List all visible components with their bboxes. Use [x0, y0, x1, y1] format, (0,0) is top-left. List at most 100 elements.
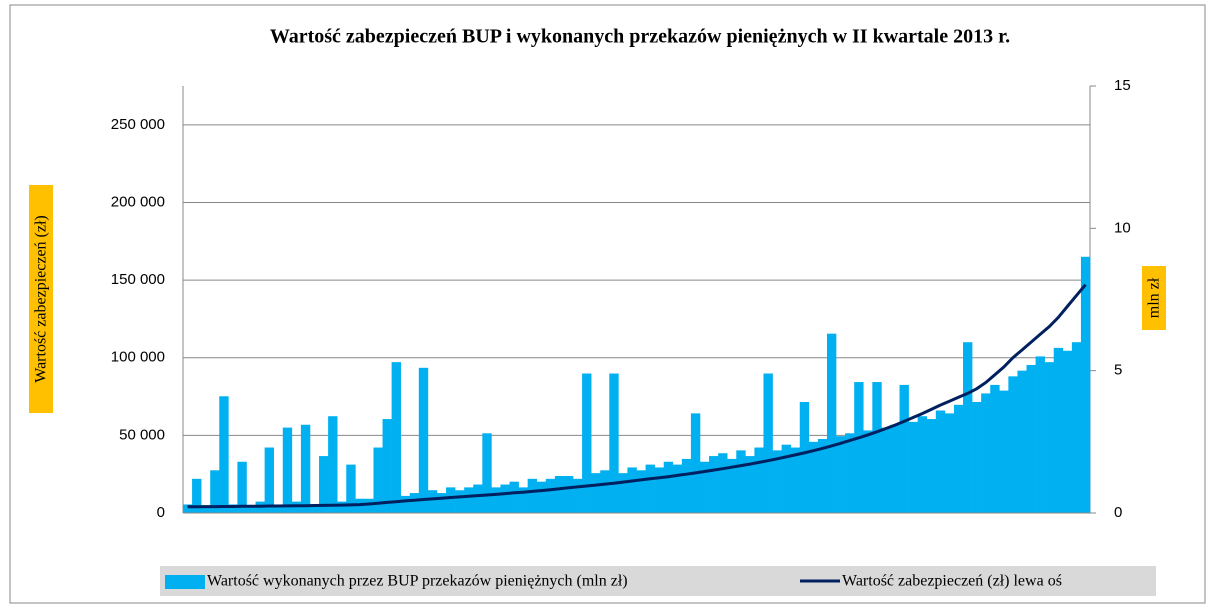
bar	[899, 384, 909, 513]
bar	[500, 484, 510, 513]
bar	[246, 507, 256, 513]
bar	[908, 421, 918, 513]
bar	[763, 373, 773, 513]
bar	[1035, 356, 1045, 513]
bar	[573, 478, 583, 513]
bar	[863, 430, 873, 513]
bar	[790, 447, 801, 513]
bar	[1044, 362, 1055, 513]
bar	[727, 458, 737, 513]
bar	[427, 490, 438, 513]
chart-title: Wartość zabezpieczeń BUP i wykonanych pr…	[270, 26, 1010, 48]
bar	[963, 342, 973, 513]
bar	[654, 467, 665, 513]
bar	[881, 427, 891, 513]
y2-tick-label: 15	[1114, 77, 1131, 94]
bar	[400, 495, 411, 513]
bar	[718, 453, 728, 513]
bar	[636, 470, 646, 513]
bar	[418, 367, 429, 513]
bar	[291, 501, 302, 513]
bar	[1062, 350, 1073, 513]
bar	[473, 484, 483, 513]
bar	[817, 438, 828, 513]
bar	[436, 493, 447, 513]
bar	[464, 487, 474, 513]
bar	[536, 481, 547, 513]
bar	[527, 478, 538, 513]
y2-axis-label: mln zł	[1146, 277, 1163, 318]
y2-label-box	[1142, 266, 1166, 330]
bar	[328, 416, 338, 513]
bar	[745, 456, 755, 513]
legend-label: Wartość zabezpieczeń (zł) lewa oś	[842, 573, 1062, 590]
bar	[944, 413, 955, 513]
y-tick-label: 150 000	[111, 271, 165, 288]
y-tick-label: 200 000	[111, 193, 165, 210]
y-label-box	[29, 185, 53, 413]
bar	[1053, 347, 1064, 513]
bar	[591, 473, 601, 513]
bar	[1017, 370, 1027, 513]
bar	[337, 501, 347, 513]
bar	[346, 464, 356, 513]
bar	[319, 456, 329, 513]
y-tick-label: 0	[157, 504, 165, 521]
bar	[972, 401, 982, 513]
bar	[210, 470, 220, 513]
y-axis-label: Wartość zabezpieczeń (zł)	[33, 215, 50, 382]
bar	[627, 467, 637, 513]
bar	[935, 410, 946, 513]
bar	[953, 404, 964, 513]
bar	[409, 493, 420, 513]
bar	[582, 373, 592, 513]
bar	[219, 396, 229, 513]
bar	[237, 461, 247, 513]
bar	[681, 458, 692, 513]
bar	[545, 478, 556, 513]
bar	[981, 393, 991, 513]
bar	[300, 424, 311, 513]
y2-tick-label: 5	[1114, 362, 1122, 379]
bar	[192, 478, 202, 513]
bar	[699, 461, 710, 513]
bar	[772, 450, 782, 513]
bar	[872, 382, 882, 513]
bar	[890, 424, 900, 513]
bar	[455, 490, 465, 513]
bar	[183, 504, 193, 513]
bar	[999, 390, 1009, 513]
bar	[618, 473, 628, 513]
bar	[382, 419, 392, 513]
bar	[990, 384, 1000, 513]
bar	[446, 487, 456, 513]
bar	[645, 464, 655, 513]
bar	[518, 487, 528, 513]
y-tick-label: 50 000	[119, 426, 165, 443]
bar	[926, 419, 937, 513]
bar	[781, 444, 791, 513]
y2-tick-label: 10	[1114, 219, 1131, 236]
legend-swatch	[165, 575, 205, 589]
bar	[600, 470, 610, 513]
bar	[836, 436, 846, 513]
bar	[482, 433, 492, 513]
bar	[1080, 256, 1091, 513]
bar	[273, 504, 284, 513]
bar	[373, 447, 383, 513]
legend-box	[160, 566, 1156, 596]
y-tick-label: 250 000	[111, 116, 165, 133]
bar	[1008, 376, 1018, 513]
bar	[826, 333, 837, 513]
bar	[917, 416, 928, 513]
legend-label: Wartość wykonanych przez BUP przekazów p…	[207, 573, 628, 590]
bar	[509, 481, 519, 513]
bar	[845, 433, 855, 513]
bar	[228, 504, 238, 513]
bar	[808, 441, 819, 513]
bar	[854, 382, 864, 513]
y2-tick-label: 0	[1114, 504, 1122, 521]
bar	[364, 498, 374, 513]
bar	[563, 475, 574, 513]
